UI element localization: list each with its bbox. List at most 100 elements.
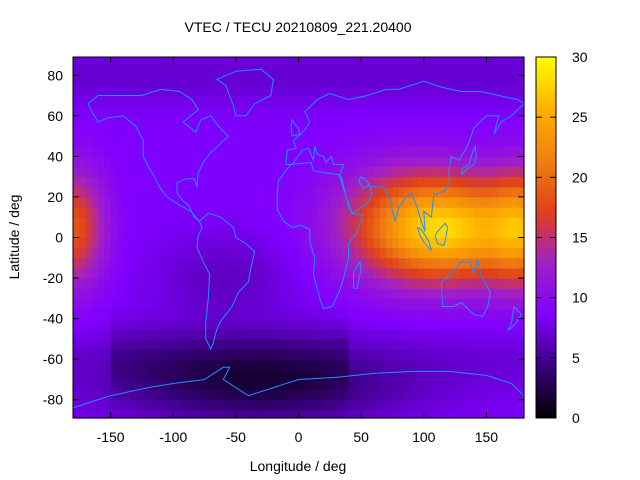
x-tick-label: -50: [226, 429, 246, 445]
heatmap-cell: [404, 389, 412, 401]
heatmap-cell: [423, 298, 431, 310]
heatmap-cell: [505, 166, 513, 178]
heatmap-cell: [329, 146, 337, 157]
heatmap-cell: [354, 308, 362, 320]
heatmap-cell: [498, 136, 506, 147]
heatmap-cell: [260, 57, 268, 66]
heatmap-cell: [386, 369, 394, 381]
heatmap-cell: [311, 359, 318, 370]
heatmap-cell: [148, 115, 156, 127]
heatmap-cell: [229, 318, 237, 330]
heatmap-cell: [317, 115, 325, 127]
heatmap-cell: [166, 288, 174, 299]
heatmap-cell: [298, 105, 306, 117]
heatmap-cell: [492, 349, 500, 360]
heatmap-cell: [166, 278, 174, 289]
heatmap-cell: [260, 338, 268, 350]
heatmap-cell: [298, 65, 306, 76]
heatmap-cell: [160, 247, 168, 259]
heatmap-cell: [160, 57, 168, 66]
heatmap-cell: [166, 267, 174, 279]
heatmap-cell: [229, 95, 237, 107]
heatmap-cell: [336, 379, 343, 391]
heatmap-cell: [148, 318, 156, 330]
heatmap-cell: [486, 125, 494, 137]
heatmap-cell: [135, 379, 143, 391]
heatmap-cell: [116, 75, 124, 86]
heatmap-cell: [430, 85, 437, 97]
heatmap-cell: [311, 379, 318, 391]
heatmap-cell: [104, 186, 112, 198]
heatmap-cell: [492, 308, 500, 320]
heatmap-cell: [498, 196, 506, 208]
heatmap-cell: [430, 237, 437, 249]
heatmap-cell: [367, 257, 375, 269]
heatmap-cell: [442, 57, 450, 66]
heatmap-cell: [323, 115, 331, 127]
heatmap-cell: [311, 75, 318, 86]
heatmap-cell: [492, 318, 500, 330]
heatmap-cell: [436, 65, 444, 76]
heatmap-cell: [417, 379, 425, 391]
heatmap-cell: [292, 338, 300, 350]
heatmap-cell: [160, 196, 168, 208]
heatmap-cell: [110, 257, 118, 269]
heatmap-cell: [192, 288, 199, 299]
heatmap-cell: [248, 176, 256, 188]
heatmap-cell: [367, 338, 375, 350]
heatmap-cell: [217, 247, 224, 259]
heatmap-cell: [511, 369, 519, 381]
heatmap-cell: [166, 399, 174, 411]
heatmap-cell: [160, 136, 168, 147]
heatmap-cell: [329, 257, 337, 269]
heatmap-cell: [411, 105, 419, 117]
heatmap-cell: [79, 267, 87, 279]
heatmap-cell: [73, 338, 80, 350]
heatmap-cell: [473, 379, 481, 391]
heatmap-cell: [336, 399, 343, 411]
heatmap-cell: [154, 288, 162, 299]
heatmap-cell: [185, 115, 193, 127]
heatmap-cell: [192, 95, 199, 107]
heatmap-cell: [273, 308, 281, 320]
heatmap-cell: [448, 349, 456, 360]
heatmap-cell: [511, 85, 519, 97]
heatmap-cell: [348, 318, 356, 330]
heatmap-cell: [223, 267, 231, 279]
heatmap-cell: [467, 156, 475, 168]
heatmap-cell: [342, 237, 350, 249]
heatmap-cell: [473, 207, 481, 218]
heatmap-cell: [492, 166, 500, 178]
heatmap-cell: [386, 125, 394, 137]
heatmap-cell: [423, 338, 431, 350]
heatmap-cell: [430, 267, 437, 279]
heatmap-cell: [392, 207, 400, 218]
heatmap-cell: [423, 409, 431, 419]
heatmap-cell: [511, 75, 519, 86]
heatmap-cell: [455, 57, 462, 66]
heatmap-cell: [229, 369, 237, 381]
heatmap-cell: [192, 257, 199, 269]
heatmap-cell: [192, 115, 199, 127]
heatmap-cell: [517, 196, 525, 208]
heatmap-cell: [123, 75, 130, 86]
heatmap-cell: [292, 318, 300, 330]
heatmap-cell: [461, 176, 469, 188]
heatmap-cell: [179, 196, 187, 208]
heatmap-cell: [285, 186, 293, 198]
heatmap-cell: [392, 247, 400, 259]
heatmap-cell: [73, 288, 80, 299]
heatmap-cell: [423, 399, 431, 411]
heatmap-cell: [448, 136, 456, 147]
heatmap-cell: [135, 217, 143, 228]
heatmap-cell: [285, 298, 293, 310]
heatmap-cell: [511, 359, 519, 370]
heatmap-cell: [141, 349, 149, 360]
heatmap-cell: [192, 136, 199, 147]
heatmap-cell: [248, 227, 256, 239]
heatmap-cell: [267, 247, 275, 259]
heatmap-cell: [91, 57, 99, 66]
heatmap-cell: [104, 278, 112, 289]
heatmap-cell: [329, 338, 337, 350]
heatmap-cell: [185, 278, 193, 289]
